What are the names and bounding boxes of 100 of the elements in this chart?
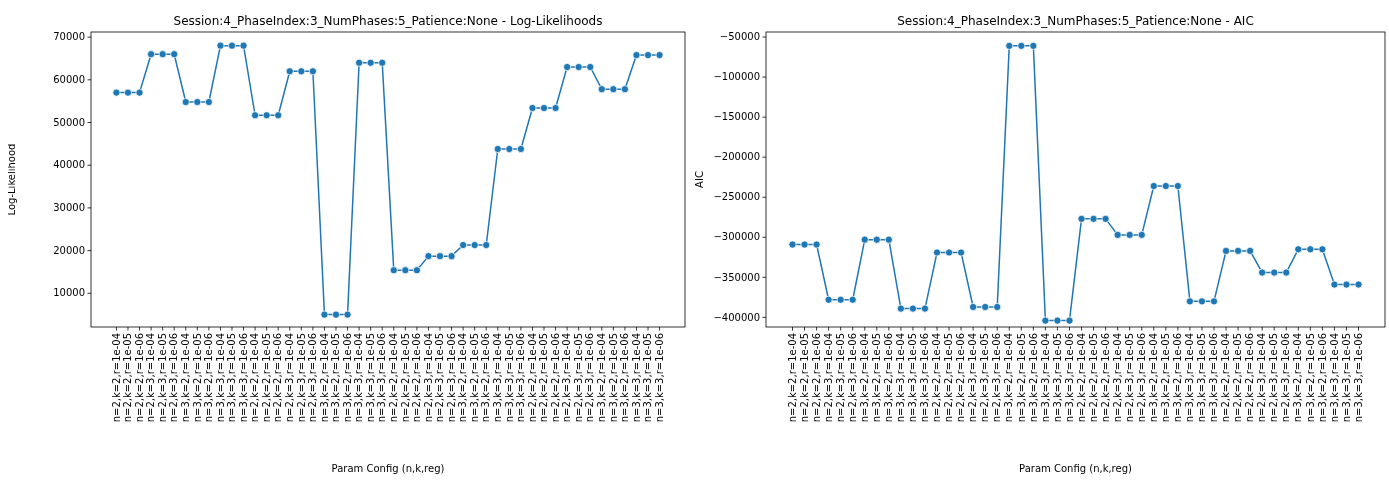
x-tick-label: n=3,k=3,r=1e-05 xyxy=(642,333,654,423)
y-axis-title: AIC xyxy=(694,171,705,188)
point xyxy=(170,50,179,59)
point xyxy=(1318,245,1327,254)
x-tick-label: n=3,k=3,r=1e-05 xyxy=(1051,333,1063,423)
x-tick-label: n=3,k=3,r=1e-04 xyxy=(491,333,503,423)
x-tick-label: n=2,k=3,r=1e-06 xyxy=(1280,333,1292,423)
x-tick-label: n=2,k=3,r=1e-05 xyxy=(572,333,584,423)
point xyxy=(1258,268,1267,277)
x-tick-label: n=2,k=3,r=1e-04 xyxy=(422,333,434,423)
point xyxy=(1089,214,1098,223)
y-tick-label: 20000 xyxy=(53,244,85,256)
point xyxy=(412,266,421,275)
point xyxy=(860,235,869,244)
point xyxy=(812,240,821,249)
x-tick-label: n=3,k=3,r=1e-05 xyxy=(503,333,515,423)
point xyxy=(112,88,121,97)
y-tick-label: −100000 xyxy=(713,71,760,83)
x-tick-label: n=3,k=2,r=1e-06 xyxy=(1316,333,1328,423)
x-tick-label: n=3,k=2,r=1e-04 xyxy=(858,333,870,423)
point xyxy=(135,88,144,97)
x-tick-label: n=3,k=2,r=1e-05 xyxy=(1304,333,1316,423)
point xyxy=(1017,41,1026,50)
x-tick-label: n=3,k=3,r=1e-04 xyxy=(895,333,907,423)
point xyxy=(158,50,167,59)
point xyxy=(574,63,583,71)
point xyxy=(981,303,990,311)
point xyxy=(482,241,491,250)
x-tick-label: n=3,k=3,r=1e-04 xyxy=(1328,333,1340,423)
y-tick-label: −150000 xyxy=(713,111,760,123)
x-tick-label: n=2,k=2,r=1e-06 xyxy=(272,333,284,423)
x-tick-label: n=2,k=3,r=1e-05 xyxy=(1268,333,1280,423)
point xyxy=(969,303,978,311)
x-tick-label: n=2,k=2,r=1e-05 xyxy=(122,333,134,423)
x-tick-label: n=2,k=3,r=1e-06 xyxy=(445,333,457,423)
point xyxy=(1149,182,1158,191)
point xyxy=(528,104,537,112)
x-tick-label: n=2,k=2,r=1e-05 xyxy=(1087,333,1099,423)
x-tick-label: n=2,k=2,r=1e-04 xyxy=(786,333,798,423)
x-tick-label: n=3,k=3,r=1e-05 xyxy=(364,333,376,423)
x-tick-label: n=2,k=2,r=1e-04 xyxy=(1220,333,1232,423)
point xyxy=(824,295,833,304)
x-tick-label: n=2,k=2,r=1e-04 xyxy=(931,333,943,423)
point xyxy=(1270,268,1279,277)
point xyxy=(1041,316,1050,325)
point xyxy=(597,85,606,94)
point xyxy=(945,248,954,257)
x-tick-label: n=3,k=3,r=1e-05 xyxy=(907,333,919,423)
x-tick-label: n=3,k=2,r=1e-05 xyxy=(870,333,882,423)
x-tick-label: n=2,k=3,r=1e-06 xyxy=(1135,333,1147,423)
x-tick-label: n=2,k=3,r=1e-06 xyxy=(584,333,596,423)
point xyxy=(516,145,525,153)
point xyxy=(1234,246,1243,255)
x-tick-label: n=2,k=2,r=1e-06 xyxy=(955,333,967,423)
point xyxy=(447,252,456,261)
point xyxy=(124,88,132,97)
y-tick-label: −400000 xyxy=(713,311,760,323)
x-tick-label: n=2,k=3,r=1e-04 xyxy=(822,333,834,423)
point xyxy=(1005,41,1014,50)
x-tick-label: n=2,k=2,r=1e-05 xyxy=(260,333,272,423)
point xyxy=(285,67,294,76)
point xyxy=(505,145,514,153)
point xyxy=(1330,280,1339,289)
x-tick-label: n=3,k=3,r=1e-06 xyxy=(1208,333,1220,423)
point xyxy=(436,252,444,261)
x-tick-label: n=3,k=2,r=1e-05 xyxy=(191,333,203,423)
point xyxy=(1246,246,1255,255)
x-tick-label: n=3,k=2,r=1e-04 xyxy=(595,333,607,423)
x-tick-label: n=2,k=2,r=1e-06 xyxy=(1244,333,1256,423)
point xyxy=(1077,214,1086,223)
point xyxy=(1185,297,1194,306)
point xyxy=(609,85,618,94)
point xyxy=(1222,246,1231,255)
x-tick-label: n=2,k=3,r=1e-05 xyxy=(1123,333,1135,423)
x-tick-label: n=2,k=3,r=1e-04 xyxy=(967,333,979,423)
x-tick-label: n=3,k=2,r=1e-04 xyxy=(457,333,469,423)
point xyxy=(343,310,352,319)
point xyxy=(378,58,387,67)
x-tick-label: n=3,k=2,r=1e-04 xyxy=(1292,333,1304,423)
point xyxy=(884,235,893,244)
x-tick-label: n=2,k=2,r=1e-05 xyxy=(399,333,411,423)
y-tick-label: −200000 xyxy=(713,151,760,163)
point xyxy=(1113,230,1122,239)
x-tick-label: n=2,k=2,r=1e-05 xyxy=(1232,333,1244,423)
point xyxy=(1101,214,1110,223)
point xyxy=(1294,245,1303,254)
point xyxy=(424,252,433,261)
x-axis-title: Param Config (n,k,reg) xyxy=(331,463,445,474)
point xyxy=(632,51,641,60)
point xyxy=(836,295,845,304)
x-tick-label: n=2,k=3,r=1e-04 xyxy=(283,333,295,423)
point xyxy=(297,67,306,76)
x-tick-label: n=3,k=2,r=1e-05 xyxy=(607,333,619,423)
x-tick-label: n=3,k=2,r=1e-05 xyxy=(1015,333,1027,423)
point xyxy=(896,304,905,313)
x-tick-label: n=3,k=3,r=1e-05 xyxy=(226,333,238,423)
x-tick-label: n=2,k=3,r=1e-04 xyxy=(145,333,157,423)
point xyxy=(1197,297,1206,306)
x-tick-label: n=3,k=2,r=1e-06 xyxy=(341,333,353,423)
point xyxy=(1282,268,1291,277)
